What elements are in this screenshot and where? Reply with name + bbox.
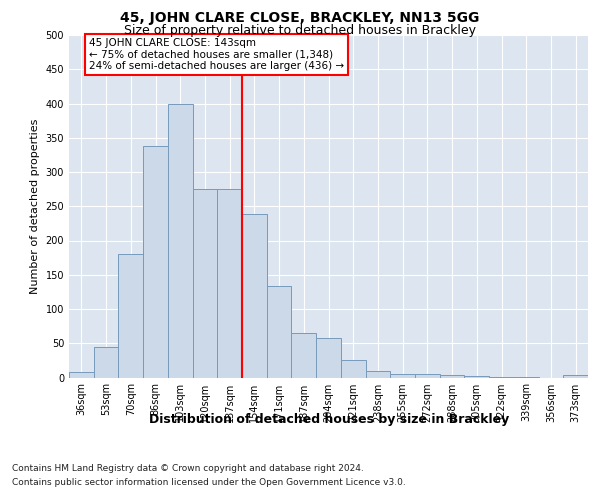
Bar: [143, 146, 168, 378]
Bar: [489, 377, 514, 378]
Bar: [292, 333, 316, 378]
Text: 45, JOHN CLARE CLOSE, BRACKLEY, NN13 5GG: 45, JOHN CLARE CLOSE, BRACKLEY, NN13 5GG: [121, 11, 479, 25]
Bar: [316, 338, 341, 378]
Bar: [514, 377, 539, 378]
Bar: [168, 104, 193, 378]
Bar: [94, 346, 118, 378]
Bar: [267, 286, 292, 378]
Bar: [193, 189, 217, 378]
Text: Contains HM Land Registry data © Crown copyright and database right 2024.: Contains HM Land Registry data © Crown c…: [12, 464, 364, 473]
Bar: [217, 189, 242, 378]
Bar: [563, 376, 588, 378]
Bar: [415, 374, 440, 378]
Text: Distribution of detached houses by size in Brackley: Distribution of detached houses by size …: [149, 412, 509, 426]
Bar: [242, 214, 267, 378]
Text: 45 JOHN CLARE CLOSE: 143sqm
← 75% of detached houses are smaller (1,348)
24% of : 45 JOHN CLARE CLOSE: 143sqm ← 75% of det…: [89, 38, 344, 71]
Y-axis label: Number of detached properties: Number of detached properties: [30, 118, 40, 294]
Bar: [69, 372, 94, 378]
Bar: [390, 374, 415, 378]
Bar: [341, 360, 365, 378]
Bar: [440, 376, 464, 378]
Bar: [464, 376, 489, 378]
Text: Contains public sector information licensed under the Open Government Licence v3: Contains public sector information licen…: [12, 478, 406, 487]
Bar: [118, 254, 143, 378]
Bar: [365, 370, 390, 378]
Text: Size of property relative to detached houses in Brackley: Size of property relative to detached ho…: [124, 24, 476, 37]
